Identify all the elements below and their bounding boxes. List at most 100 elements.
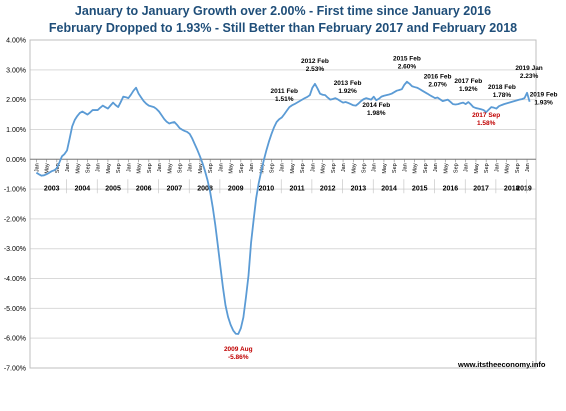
annotation-value: 2.23% — [520, 73, 539, 80]
month-tick-label: Jan — [464, 163, 470, 172]
year-label: 2007 — [167, 185, 183, 192]
y-tick-label: -2.00% — [4, 216, 26, 223]
annotation-label: 2012 Feb — [301, 58, 329, 65]
month-tick-label: Jan — [494, 163, 500, 172]
year-label: 2005 — [105, 185, 121, 192]
month-tick-label: Jan — [433, 163, 439, 172]
month-tick-label: May — [167, 163, 173, 174]
chart-title-line-1: January to January Growth over 2.00% - F… — [74, 4, 492, 18]
annotation-value: 1.78% — [493, 92, 512, 99]
y-tick-label: -7.00% — [4, 366, 26, 373]
month-tick-label: Jan — [157, 163, 163, 172]
y-tick-label: 2.00% — [6, 97, 26, 104]
source-credit: www.itstheeconomy.info — [458, 360, 546, 369]
year-label: 2003 — [44, 185, 60, 192]
month-tick-label: Jan — [310, 163, 316, 172]
month-tick-label: Jan — [402, 163, 408, 172]
month-tick-label: Jan — [126, 163, 132, 172]
month-tick-label: May — [229, 163, 235, 174]
year-label: 2019 — [516, 185, 532, 192]
y-tick-label: 4.00% — [6, 38, 26, 45]
annotation-value: 2.60% — [398, 64, 417, 71]
annotation-label: 2011 Feb — [271, 88, 298, 95]
annotation-label: 2018 Feb — [488, 84, 516, 91]
month-tick-label: May — [321, 163, 327, 174]
month-tick-label: Jan — [218, 163, 224, 172]
month-tick-label: Sep — [300, 163, 306, 173]
month-tick-label: May — [505, 163, 511, 174]
y-tick-label: 0.00% — [6, 157, 26, 164]
annotation-label: 2017 Sep — [472, 112, 500, 119]
month-tick-label: May — [413, 163, 419, 174]
month-tick-label: Jan — [525, 163, 531, 172]
month-tick-label: Jan — [372, 163, 378, 172]
annotation-value: 2.07% — [428, 82, 447, 89]
year-label: 2013 — [351, 185, 367, 192]
annotation-label: 2019 Jan — [515, 65, 542, 72]
year-label: 2004 — [75, 185, 91, 192]
annotation-value: 1.92% — [459, 86, 478, 93]
month-tick-label: Jan — [65, 163, 71, 172]
annotation-label: 2009 Aug — [224, 346, 253, 353]
annotation-label: 2013 Feb — [334, 80, 362, 87]
month-tick-label: Sep — [239, 163, 245, 173]
year-label: 2012 — [320, 185, 336, 192]
month-tick-label: Jan — [34, 163, 40, 172]
month-tick-label: Sep — [362, 163, 368, 173]
year-label: 2009 — [228, 185, 244, 192]
y-tick-label: -4.00% — [4, 276, 26, 283]
month-tick-label: May — [45, 163, 51, 174]
year-label: 2011 — [289, 185, 304, 192]
month-tick-label: Jan — [188, 163, 194, 172]
annotation-label: 2016 Feb — [424, 74, 452, 81]
month-tick-label: Jan — [96, 163, 102, 172]
year-label: 2017 — [473, 185, 489, 192]
month-tick-label: Sep — [116, 163, 122, 173]
gridlines — [29, 39, 537, 369]
year-label: 2010 — [259, 185, 275, 192]
annotation-value: 2.53% — [306, 66, 325, 73]
month-tick-label: May — [106, 163, 112, 174]
month-tick-label: May — [351, 163, 357, 174]
month-tick-label: Sep — [147, 163, 153, 173]
month-tick-label: May — [382, 163, 388, 174]
month-tick-label: Sep — [515, 163, 521, 173]
annotation-value: 1.92% — [338, 88, 357, 95]
year-label: 2018 — [504, 185, 520, 192]
month-tick-label: Sep — [392, 163, 398, 173]
chart-title-line-2: February Dropped to 1.93% - Still Better… — [48, 21, 518, 35]
series-line — [35, 80, 531, 335]
axes: 4.00% 3.00% 2.00% 1.00% 0.00% -1.00% -2.00% -3.… — [4, 38, 536, 373]
month-tick-label: Sep — [178, 163, 184, 173]
month-tick-label: May — [137, 163, 143, 174]
chart-title: January to January Growth over 2.00% - F… — [0, 3, 566, 37]
y-tick-label: -3.00% — [4, 246, 26, 253]
month-tick-label: Sep — [454, 163, 460, 173]
year-label: 2008 — [197, 185, 213, 192]
month-tick-label: Sep — [423, 163, 429, 173]
year-label: 2015 — [412, 185, 428, 192]
annotation-value: -5.86% — [228, 354, 249, 361]
month-tick-label: May — [75, 163, 81, 174]
month-tick-label: Jan — [341, 163, 347, 172]
y-tick-label: 1.00% — [6, 127, 26, 134]
month-tick-label: May — [443, 163, 449, 174]
month-tick-label: Sep — [331, 163, 337, 173]
plot-border — [29, 39, 537, 369]
month-tick-label: Sep — [86, 163, 92, 173]
month-tick-label: Sep — [484, 163, 490, 173]
month-tick-label: Sep — [270, 163, 276, 173]
annotation-label: 2014 Feb — [362, 102, 390, 109]
annotation-value: 1.58% — [477, 120, 496, 127]
annotation-value: 1.51% — [275, 96, 294, 103]
month-tick-label: Sep — [208, 163, 214, 173]
annotation-label: 2017 Feb — [454, 78, 482, 85]
annotation-label: 2019 Feb — [530, 92, 558, 99]
annotation-value: 1.98% — [367, 110, 386, 117]
month-tick-label: May — [474, 163, 480, 174]
y-tick-label: -5.00% — [4, 306, 26, 313]
month-tick-label: May — [198, 163, 204, 174]
annotation-value: 1.93% — [534, 100, 553, 107]
